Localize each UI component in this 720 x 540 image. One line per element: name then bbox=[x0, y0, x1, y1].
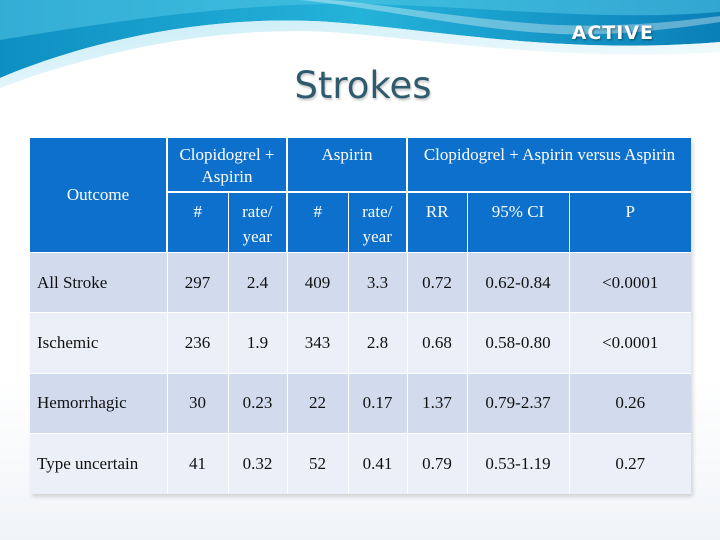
table-cell: 297 bbox=[167, 252, 229, 313]
subheader-count: # bbox=[287, 192, 349, 253]
subheader-count: # bbox=[167, 192, 229, 253]
header-row-subcolumns: # rate/ year # rate/ year RR 95% CI P bbox=[30, 192, 691, 253]
slide-title: Strokes bbox=[294, 64, 432, 107]
row-label: Type uncertain bbox=[30, 433, 168, 494]
table-cell: 409 bbox=[287, 252, 349, 313]
table-cell: 3.3 bbox=[348, 252, 408, 313]
table-cell: 2.8 bbox=[348, 312, 408, 374]
subheader-rate-year: rate/ year bbox=[348, 192, 408, 253]
outcome-header: Outcome bbox=[30, 138, 168, 253]
table-cell: 0.62-0.84 bbox=[467, 252, 570, 313]
subheader-p: P bbox=[569, 192, 691, 253]
table-cell: 22 bbox=[287, 373, 349, 434]
table-cell: 0.26 bbox=[569, 373, 691, 434]
table-cell: 0.79 bbox=[407, 433, 468, 494]
table-cell: 0.27 bbox=[569, 433, 691, 494]
row-label: All Stroke bbox=[30, 252, 168, 313]
table-cell: 0.17 bbox=[348, 373, 408, 434]
table-cell: 1.9 bbox=[228, 312, 288, 374]
subheader-rate-year: rate/ year bbox=[228, 192, 288, 253]
table-cell: 41 bbox=[167, 433, 229, 494]
header-row-groups: Outcome Clopidogrel + Aspirin Aspirin Cl… bbox=[30, 138, 691, 253]
table-cell: 0.72 bbox=[407, 252, 468, 313]
table-cell: 236 bbox=[167, 312, 229, 374]
table-cell: <0.0001 bbox=[569, 312, 691, 374]
table-row: All Stroke 297 2.4 409 3.3 0.72 0.62-0.8… bbox=[30, 252, 691, 313]
subheader-ci: 95% CI bbox=[467, 192, 570, 253]
table-row: Ischemic 236 1.9 343 2.8 0.68 0.58-0.80 … bbox=[30, 312, 691, 374]
table-cell: 52 bbox=[287, 433, 349, 494]
table-cell: 0.79-2.37 bbox=[467, 373, 570, 434]
table-cell: 0.58-0.80 bbox=[467, 312, 570, 374]
brand-label: ACTIVE bbox=[571, 22, 654, 44]
table-cell: 0.68 bbox=[407, 312, 468, 374]
strokes-table: Outcome Clopidogrel + Aspirin Aspirin Cl… bbox=[30, 138, 691, 494]
table-cell: <0.0001 bbox=[569, 252, 691, 313]
group-header-aspirin: Aspirin bbox=[287, 138, 408, 194]
group-header-clopidogrel-aspirin: Clopidogrel + Aspirin bbox=[167, 138, 288, 194]
table-cell: 30 bbox=[167, 373, 229, 434]
subheader-rr: RR bbox=[407, 192, 468, 253]
table-cell: 1.37 bbox=[407, 373, 468, 434]
table-cell: 343 bbox=[287, 312, 349, 374]
table-cell: 0.32 bbox=[228, 433, 288, 494]
table-cell: 0.53-1.19 bbox=[467, 433, 570, 494]
row-label: Ischemic bbox=[30, 312, 168, 374]
group-header-comparison: Clopidogrel + Aspirin versus Aspirin bbox=[407, 138, 691, 194]
table-cell: 2.4 bbox=[228, 252, 288, 313]
table-row: Type uncertain 41 0.32 52 0.41 0.79 0.53… bbox=[30, 433, 691, 494]
row-label: Hemorrhagic bbox=[30, 373, 168, 434]
table-row: Hemorrhagic 30 0.23 22 0.17 1.37 0.79-2.… bbox=[30, 373, 691, 434]
table-cell: 0.23 bbox=[228, 373, 288, 434]
header-swoosh-graphic bbox=[0, 0, 720, 88]
table-cell: 0.41 bbox=[348, 433, 408, 494]
